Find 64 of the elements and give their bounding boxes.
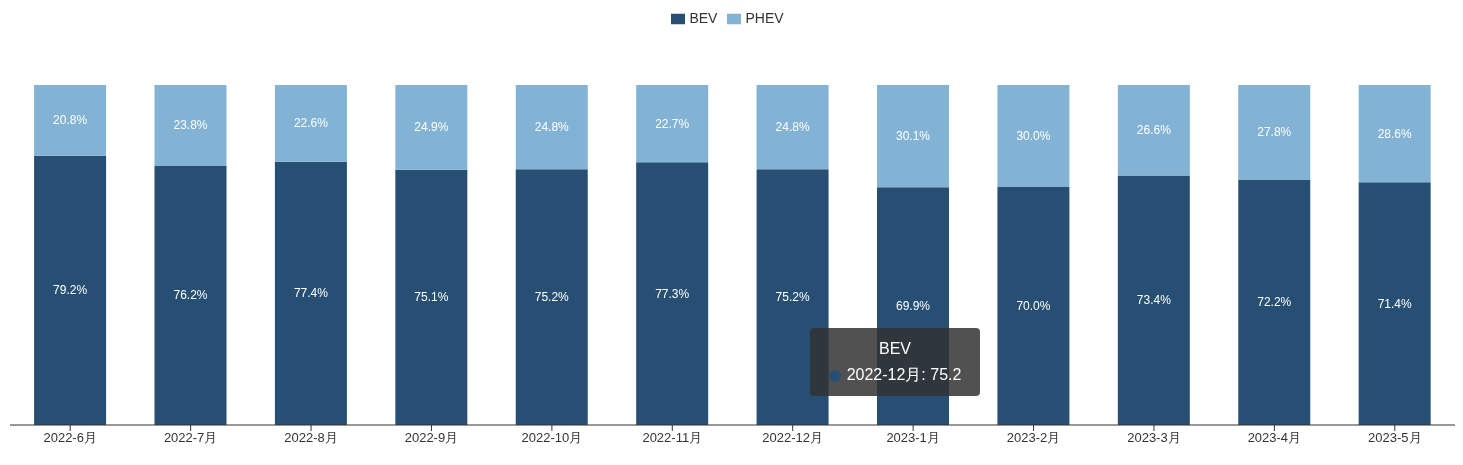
data-label: 22.6% <box>293 116 329 131</box>
bar <box>154 165 227 425</box>
data-label: 79.2% <box>53 283 88 298</box>
data-label: 70.0% <box>1016 299 1051 313</box>
x-tick-label: 2022-8月 <box>284 430 338 446</box>
data-label: 72.2% <box>1257 295 1292 310</box>
x-tick-label: 2022-12月 <box>762 430 824 446</box>
data-label: 22.7% <box>655 116 690 131</box>
bar <box>997 85 1070 187</box>
x-tick-label: 2023-3月 <box>1127 430 1181 446</box>
legend-label: BEV <box>689 10 718 26</box>
data-label: 75.1% <box>414 290 449 305</box>
data-label: 73.4% <box>1136 293 1172 308</box>
data-label: 24.8% <box>775 120 810 135</box>
bar <box>34 85 107 156</box>
bar <box>1117 85 1190 176</box>
data-label: 71.4% <box>1377 296 1413 311</box>
x-tick-label: 2022-7月 <box>163 430 218 446</box>
bar <box>636 85 709 163</box>
annotation: BEV <box>878 340 911 357</box>
data-label: 30.1% <box>895 129 931 144</box>
bar <box>756 169 829 425</box>
data-label: 77.3% <box>655 286 690 301</box>
bar <box>154 85 227 166</box>
bar <box>636 162 709 425</box>
bar <box>756 85 829 170</box>
bar <box>515 85 588 170</box>
x-tick-label: 2022-11月 <box>642 430 703 446</box>
data-label: 30.0% <box>1016 129 1051 143</box>
data-label: 75.2% <box>775 290 810 305</box>
data-label: 27.8% <box>1257 125 1292 140</box>
bar <box>515 169 588 425</box>
data-label: 20.8% <box>53 113 88 128</box>
x-tick-label: 2023-2月 <box>1006 430 1061 446</box>
x-tick-label: 2023-5月 <box>1368 430 1422 446</box>
x-tick-label: 2023-1月 <box>886 430 940 446</box>
data-label: 24.8% <box>534 120 570 135</box>
bar <box>1358 182 1431 425</box>
annotation: 2022-12月: 75.2 <box>846 366 962 383</box>
x-tick-label: 2023-4月 <box>1247 430 1302 446</box>
bar <box>34 155 107 425</box>
bar <box>274 161 347 425</box>
data-label: 23.8% <box>173 118 208 133</box>
bar <box>274 85 347 162</box>
data-label: 26.6% <box>1136 123 1172 138</box>
bar <box>1238 85 1311 180</box>
x-tick-label: 2022-6月 <box>43 430 97 446</box>
data-label: 24.9% <box>414 120 449 135</box>
data-label: 69.9% <box>895 299 931 314</box>
data-label: 76.2% <box>173 288 208 303</box>
data-label: 77.4% <box>293 286 329 301</box>
data-label: 75.2% <box>534 290 570 305</box>
data-label: 28.6% <box>1377 126 1413 141</box>
bar <box>395 85 468 170</box>
x-tick-label: 2022-9月 <box>404 430 459 446</box>
bar <box>1358 85 1431 183</box>
bar <box>1238 179 1311 425</box>
bar <box>395 169 468 425</box>
x-tick-label: 2022-10月 <box>521 430 583 446</box>
bar <box>1117 175 1190 425</box>
bar <box>997 187 1070 425</box>
tooltip: BEV 2022-12月: 75.2 <box>810 328 980 396</box>
bar <box>877 85 949 188</box>
legend-label: PHEV <box>745 10 784 26</box>
